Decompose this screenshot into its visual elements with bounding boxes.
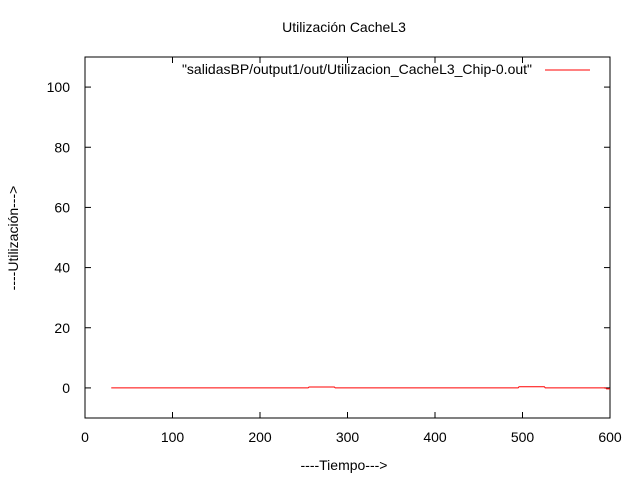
x-tick-label: 300 [336, 429, 360, 445]
chart-title: Utilización CacheL3 [282, 19, 406, 35]
x-axis-label: ----Tiempo---> [301, 457, 388, 473]
x-tick-label: 600 [598, 429, 622, 445]
x-axis: 0 100 200 300 400 500 600 [81, 57, 622, 445]
series-line [111, 386, 610, 390]
y-tick-label: 40 [54, 260, 70, 276]
y-axis-label: ----Utilización---> [5, 186, 21, 291]
y-tick-label: 0 [62, 380, 70, 396]
y-tick-label: 60 [54, 199, 70, 215]
series-layer [111, 386, 610, 390]
x-tick-label: 200 [248, 429, 272, 445]
x-tick-label: 0 [81, 429, 89, 445]
legend: "salidasBP/output1/out/Utilizacion_Cache… [182, 61, 590, 77]
y-axis: 0 20 40 60 80 100 [47, 79, 610, 396]
plot-area-frame [84, 56, 611, 419]
x-tick-label: 100 [161, 429, 185, 445]
y-tick-label: 100 [47, 79, 71, 95]
y-tick-label: 80 [54, 139, 70, 155]
x-tick-label: 400 [423, 429, 447, 445]
x-tick-label: 500 [511, 429, 535, 445]
legend-label: "salidasBP/output1/out/Utilizacion_Cache… [182, 61, 532, 77]
y-tick-label: 20 [54, 320, 70, 336]
